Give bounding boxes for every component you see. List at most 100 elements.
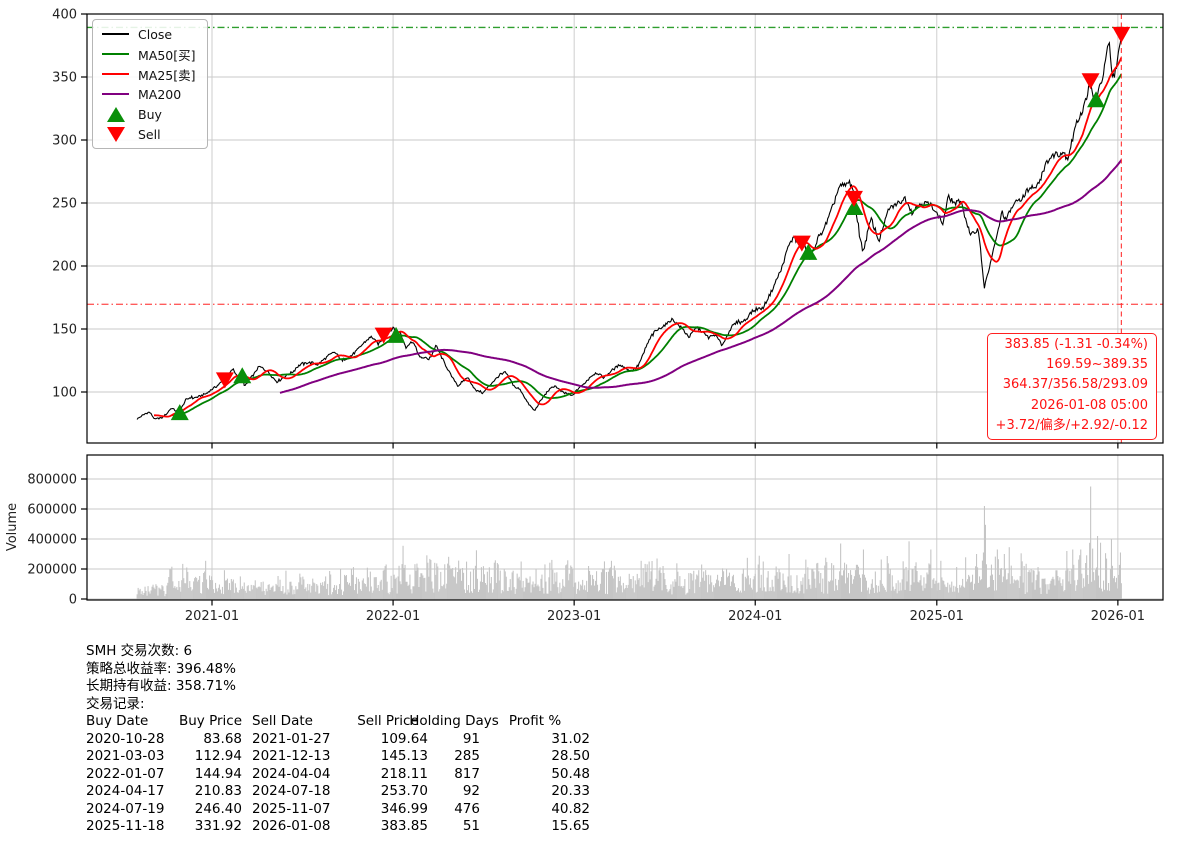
ma-lines bbox=[154, 57, 1123, 418]
summary-strategy-return: 策略总收益率: 396.48% bbox=[86, 660, 236, 677]
price-panel-border bbox=[86, 13, 1164, 444]
trade-cell: 2024-04-17 bbox=[86, 783, 165, 799]
trade-cell: 218.11 bbox=[380, 765, 428, 782]
annotation-line: +3.72/偏多/+2.92/-0.12 bbox=[995, 417, 1148, 433]
header-sell-date: Sell Date bbox=[252, 713, 313, 729]
buy-marker bbox=[170, 404, 189, 421]
trade-cell: 210.83 bbox=[194, 783, 242, 799]
trade-cell: 109.64 bbox=[380, 730, 428, 747]
trade-cell: 2021-01-27 bbox=[252, 730, 331, 747]
sell-marker bbox=[844, 190, 863, 207]
buy-marker bbox=[799, 243, 818, 260]
threshold-lines bbox=[87, 26, 1163, 305]
x-tick-label: 2024-01 bbox=[728, 609, 782, 624]
sell-marker bbox=[215, 372, 234, 389]
summary-records-label: 交易记录: bbox=[86, 695, 145, 712]
close-line bbox=[136, 34, 1122, 420]
trade-cell: 2021-12-13 bbox=[252, 748, 331, 764]
ma50-line bbox=[171, 73, 1123, 417]
trade-cell: 50.48 bbox=[551, 765, 590, 782]
legend-label: Buy bbox=[138, 106, 162, 122]
trade-cell: 112.94 bbox=[194, 748, 242, 764]
volume-ytick-label: 600000 bbox=[27, 503, 77, 518]
trade-cell: 51 bbox=[462, 818, 480, 834]
volume-ytick-label: 0 bbox=[69, 593, 77, 608]
trade-cell: 346.99 bbox=[380, 800, 428, 817]
trade-cell: 331.92 bbox=[194, 818, 242, 834]
sell-marker bbox=[1081, 73, 1100, 90]
header-buy-date: Buy Date bbox=[86, 713, 149, 729]
volume-ytick-label: 800000 bbox=[27, 473, 77, 488]
legend-item-ma200: MA200 bbox=[102, 86, 196, 102]
legend-label: Close bbox=[138, 26, 173, 42]
price-annotation-box: 383.85 (-1.31 -0.34%) 169.59~389.35 364.… bbox=[986, 333, 1157, 441]
price-ytick-label: 300 bbox=[52, 134, 77, 149]
legend-label: MA25[卖] bbox=[138, 67, 196, 83]
trade-cell: 20.33 bbox=[551, 783, 590, 799]
legend-item-ma50-: MA50[买] bbox=[102, 47, 196, 63]
trade-cell: 92 bbox=[462, 783, 480, 799]
sell-marker-icon bbox=[102, 126, 129, 142]
trade-cell: 83.68 bbox=[203, 730, 242, 747]
legend-item-sell: Sell bbox=[102, 126, 196, 142]
trade-cell: 476 bbox=[454, 800, 480, 817]
sell-marker bbox=[1112, 26, 1131, 43]
annotation-line: 364.37/356.58/293.09 bbox=[1002, 377, 1148, 393]
price-ytick-label: 200 bbox=[52, 260, 77, 275]
legend-label: MA50[买] bbox=[138, 47, 196, 63]
summary-hold-return: 长期持有收益: 358.71% bbox=[86, 678, 236, 694]
legend-item-buy: Buy bbox=[102, 106, 196, 122]
buy-marker bbox=[1087, 91, 1106, 108]
trade-cell: 2024-07-18 bbox=[252, 783, 331, 799]
annotation-line: 383.85 (-1.31 -0.34%) bbox=[1004, 337, 1148, 352]
price-ytick-label: 350 bbox=[52, 71, 77, 86]
legend-item-ma25-: MA25[卖] bbox=[102, 67, 196, 83]
gridlines bbox=[87, 13, 1163, 600]
header-buy-price: Buy Price bbox=[178, 713, 242, 729]
trade-cell: 2025-11-18 bbox=[86, 818, 165, 834]
sell-marker bbox=[792, 235, 811, 252]
price-ytick-label: 100 bbox=[52, 386, 77, 401]
x-tick-label: 2026-01 bbox=[1091, 609, 1145, 624]
trade-cell: 2026-01-08 bbox=[252, 818, 331, 834]
trade-cell: 285 bbox=[454, 748, 480, 764]
header-profit: Profit % bbox=[508, 713, 562, 729]
trade-table-header: Buy Date Buy Price Sell Date Sell Price … bbox=[86, 713, 590, 731]
volume-ytick-label: 400000 bbox=[27, 533, 77, 548]
trade-cell: 253.70 bbox=[380, 783, 428, 799]
buy-marker bbox=[845, 199, 864, 216]
trade-cell: 817 bbox=[454, 765, 480, 782]
volume-ytick-label: 200000 bbox=[27, 563, 77, 578]
trade-cell: 2025-11-07 bbox=[252, 800, 331, 817]
sell-marker bbox=[374, 327, 393, 344]
x-tick-label: 2022-01 bbox=[366, 609, 420, 624]
legend: Close MA50[买] MA25[卖] MA200 Buy Sell bbox=[92, 19, 208, 149]
buy-marker bbox=[233, 367, 252, 384]
price-ytick-label: 250 bbox=[52, 197, 77, 212]
trade-cell: 2024-07-19 bbox=[86, 800, 165, 817]
trade-cell: 2021-03-03 bbox=[86, 748, 165, 764]
legend-line-swatch bbox=[102, 52, 129, 56]
trade-table-row: 2025-11-18 331.92 2026-01-08 383.85 51 15.65 bbox=[86, 818, 590, 836]
trade-cell: 145.13 bbox=[380, 748, 428, 764]
annotation-line: 169.59~389.35 bbox=[1046, 357, 1148, 373]
price-ytick-label: 150 bbox=[52, 323, 77, 338]
x-tick-label: 2021-01 bbox=[185, 609, 239, 624]
volume-panel-border bbox=[86, 454, 1164, 601]
header-sell-price: Sell Price bbox=[357, 713, 419, 729]
trade-cell: 28.50 bbox=[551, 748, 590, 764]
price-ytick-label: 400 bbox=[52, 8, 77, 23]
strategy-summary-block: SMH 交易次数: 6 策略总收益率: 396.48% 长期持有收益: 358.… bbox=[86, 643, 590, 836]
header-holding-days: Holding Days bbox=[409, 713, 499, 729]
trade-table-row: 2020-10-28 83.68 2021-01-27 109.64 91 31.02 bbox=[86, 731, 590, 749]
trade-cell: 2020-10-28 bbox=[86, 730, 165, 747]
x-tick-label: 2023-01 bbox=[547, 609, 601, 624]
trade-cell: 91 bbox=[462, 730, 480, 747]
volume-axis-label: Volume bbox=[5, 503, 20, 551]
legend-line-swatch bbox=[102, 32, 129, 36]
ma25-line bbox=[154, 57, 1123, 418]
legend-label: MA200 bbox=[138, 86, 182, 102]
trade-cell: 383.85 bbox=[380, 818, 428, 834]
trade-cell: 2024-04-04 bbox=[252, 765, 331, 782]
legend-label: Sell bbox=[138, 126, 161, 142]
